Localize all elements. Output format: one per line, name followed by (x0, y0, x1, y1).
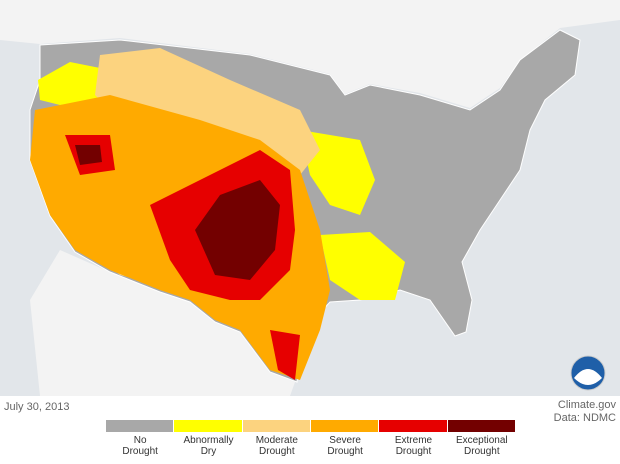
source: Data: NDMC (553, 412, 616, 424)
legend-swatch (242, 420, 311, 432)
noaa-logo (570, 355, 606, 391)
mexico (30, 250, 295, 396)
legend-swatch (310, 420, 380, 432)
legend-label: Exceptional Drought (455, 435, 508, 457)
legend-label: Abnormally Dry (183, 435, 234, 457)
canada (0, 0, 620, 108)
legend-item: Abnormally Dry (174, 420, 243, 457)
legend-label: Moderate Drought (255, 435, 298, 457)
exceptional-region (195, 180, 280, 280)
legend-item: Extreme Drought (379, 420, 448, 457)
dry-region (320, 232, 405, 300)
credit: Climate.gov (557, 399, 616, 411)
legend-item: Moderate Drought (242, 420, 311, 457)
logo-gull (574, 369, 602, 385)
dry-region (38, 62, 110, 105)
legend-item: Severe Drought (310, 420, 380, 457)
legend-swatch (379, 420, 448, 432)
exceptional-region (75, 145, 102, 165)
drought-map (0, 0, 620, 396)
legend-swatch (106, 420, 175, 432)
legend-item: No Drought (106, 420, 175, 457)
legend-swatch (174, 420, 243, 432)
legend-label: No Drought (122, 435, 158, 457)
legend: No Drought Abnormally Dry Moderate Drought… (106, 420, 516, 457)
legend-label: Extreme Drought (394, 435, 433, 457)
legend-label: Severe Drought (327, 435, 363, 457)
legend-swatch (447, 420, 516, 432)
date: July 30, 2013 (4, 401, 70, 413)
legend-item: Exceptional Drought (447, 420, 516, 457)
extreme-region (270, 330, 300, 380)
